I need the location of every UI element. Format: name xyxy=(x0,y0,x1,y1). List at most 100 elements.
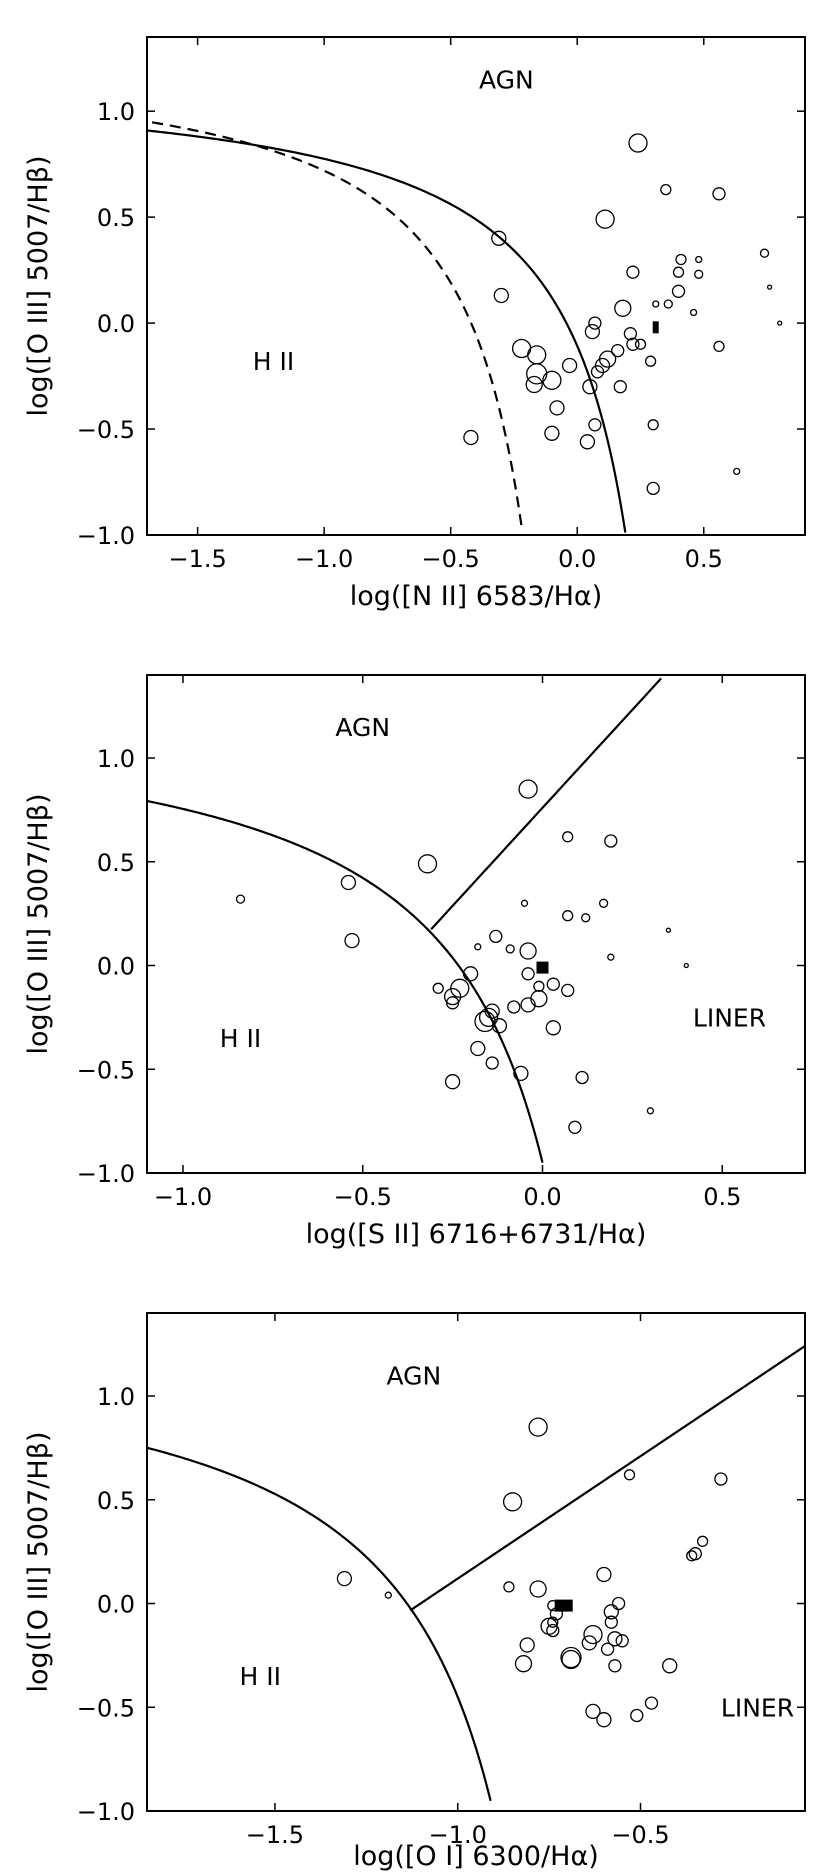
panel-oi-data-point xyxy=(644,1696,659,1710)
panel-sii-y-tick-label: −1.0 xyxy=(77,1160,135,1188)
panel-sii-y-tick-label: 0.0 xyxy=(97,953,135,981)
panel-oi-region-agn: AGN xyxy=(387,1361,442,1390)
panel-nii-region-hii: H II xyxy=(253,347,295,376)
panel-oi-data-point xyxy=(529,1580,547,1598)
panel-oi-data-point xyxy=(615,1634,629,1648)
panel-sii-data-point xyxy=(665,927,672,933)
panel-nii-x-axis-label: log([N II] 6583/Hα) xyxy=(350,581,603,612)
panel-nii-data-point xyxy=(588,418,602,432)
panel-sii-data-point xyxy=(417,854,438,874)
panel-sii-data-point xyxy=(683,962,689,969)
panel-oi-data-point xyxy=(696,1535,709,1547)
panel-nii-data-point xyxy=(590,365,605,379)
panel-nii-data-point xyxy=(647,419,659,431)
panel-nii-data-point xyxy=(463,429,479,446)
panel-sii-data-point xyxy=(530,990,548,1008)
panel-oi-data-point xyxy=(604,1615,618,1629)
panel-sii-frame xyxy=(146,674,806,1174)
panel-nii-data-point xyxy=(644,355,657,367)
panel-sii-data-point xyxy=(533,980,545,992)
panel-sii-x-tick-label: −0.5 xyxy=(334,1183,392,1211)
panel-nii-data-point xyxy=(614,299,632,317)
panel-sii-data-point xyxy=(443,987,462,1006)
panel-oi-x-tick-label: −1.5 xyxy=(246,1821,304,1849)
panel-nii: −1.5 −1.0 −0.5 0.0 0.5−1.0−0.50.00.51.0 AGN … xyxy=(23,36,806,612)
panel-oi-data-point xyxy=(611,1596,626,1611)
panel-oi-y-tick-label: 0.0 xyxy=(97,1591,135,1619)
panel-oi-data-point xyxy=(607,1631,623,1647)
panel-nii-data-point xyxy=(689,308,698,317)
panel-nii-data-point xyxy=(561,357,578,374)
panel-oi-y-tick-label: 1.0 xyxy=(97,1383,135,1411)
panel-nii-data-point xyxy=(584,323,601,340)
panel-nii-data-point xyxy=(582,379,598,395)
panel-nii-data-point xyxy=(759,248,770,258)
panel-sii-curve-kewley xyxy=(147,799,544,1163)
panel-oi-data-point xyxy=(623,1469,636,1481)
panel-sii-data-point xyxy=(507,1000,521,1014)
panel-oi-data-point xyxy=(662,1658,678,1674)
panel-nii-region-agn: AGN xyxy=(479,65,534,94)
panel-oi-y-tick-label: −0.5 xyxy=(77,1694,135,1722)
panel-oi-data-point xyxy=(686,1550,698,1562)
panel-sii-y-tick-label: 0.5 xyxy=(97,849,135,877)
panel-sii-data-point xyxy=(561,983,575,998)
panel-sii-curve-seyfert-liner xyxy=(430,677,662,931)
panel-nii-curve-dashed xyxy=(147,120,523,527)
panel-nii-data-point xyxy=(694,269,704,279)
panel-sii-x-tick-label: 0.0 xyxy=(523,1183,561,1211)
panel-nii-data-point xyxy=(595,209,615,229)
panel-oi: −1.5 −1.0 −0.5 −1.0 −0.5 0.0 0.5 1.0 AGN H II L… xyxy=(23,1312,806,1872)
panel-oi-data-point xyxy=(560,1646,582,1669)
panel-sii-data-point xyxy=(607,953,615,961)
panel-oi-data-point xyxy=(596,1712,612,1728)
panel-nii-data-point xyxy=(646,481,660,496)
panel-sii-data-point xyxy=(581,913,591,923)
panel-sii-data-point xyxy=(485,1056,499,1070)
panel-nii-data-point xyxy=(527,345,547,365)
panel-sii-x-axis-label: log([S II] 6716+6731/Hα) xyxy=(306,1219,647,1250)
panel-sii-data-point xyxy=(568,1120,582,1134)
panel-sii-data-point xyxy=(562,831,574,843)
panel-nii-data-point xyxy=(491,230,507,246)
panel-sii-data-point xyxy=(462,966,479,982)
panel-oi-data-point xyxy=(581,1635,597,1651)
panel-oi-region-hii: H II xyxy=(240,1662,282,1691)
panel-nii-data-point xyxy=(652,300,660,308)
panel-oi-x-axis-label: log([O I] 6300/Hα) xyxy=(353,1841,599,1872)
panel-nii-data-point xyxy=(613,380,627,394)
panel-oi-y-tick-label: −1.0 xyxy=(77,1798,135,1826)
panel-nii-data-point xyxy=(663,299,673,309)
panel-nii-data-point xyxy=(549,400,565,416)
panel-oi-plot-area xyxy=(147,1345,805,1802)
panel-oi-data-point xyxy=(336,1570,353,1587)
panel-sii-data-point xyxy=(478,1007,499,1028)
panel-oi-highlight-marker xyxy=(554,1599,573,1612)
panel-nii-y-tick-label: −1.0 xyxy=(77,522,135,550)
panel-oi-ticks: −1.5 −1.0 −0.5 −1.0 −0.5 0.0 0.5 1.0 xyxy=(77,1313,805,1849)
panel-oi-data-point xyxy=(514,1655,533,1673)
panel-sii-data-point xyxy=(235,894,246,904)
panel-nii-data-point xyxy=(777,320,783,326)
panel-nii-data-point xyxy=(628,133,648,153)
panel-nii-curve-solid xyxy=(147,129,627,533)
panel-sii-data-point xyxy=(521,967,535,981)
panel-nii-data-point xyxy=(634,338,647,350)
panel-nii-data-point xyxy=(660,183,672,196)
panel-sii-data-point xyxy=(575,1070,589,1085)
panel-sii-data-point xyxy=(474,943,482,951)
panel-sii-data-point xyxy=(598,898,609,908)
panel-oi-y-axis-label: log([O III] 5007/Hβ) xyxy=(23,1432,54,1693)
panel-sii-y-tick-label: 1.0 xyxy=(97,745,135,773)
panel-sii-y-axis-label: log([O III] 5007/Hβ) xyxy=(23,794,54,1055)
panel-nii-data-point xyxy=(542,370,562,390)
panel-sii-data-point xyxy=(546,977,560,991)
panel-oi-data-point xyxy=(503,1581,515,1593)
panel-oi-data-point xyxy=(688,1547,702,1561)
panel-nii-data-point xyxy=(695,255,703,264)
panel-oi-data-point xyxy=(384,1591,392,1599)
panel-nii-data-point xyxy=(733,467,741,476)
panel-nii-y-tick-label: 0.5 xyxy=(97,204,135,232)
panel-nii-data-point xyxy=(525,375,543,394)
panel-nii-x-tick-label: −1.0 xyxy=(295,545,353,573)
